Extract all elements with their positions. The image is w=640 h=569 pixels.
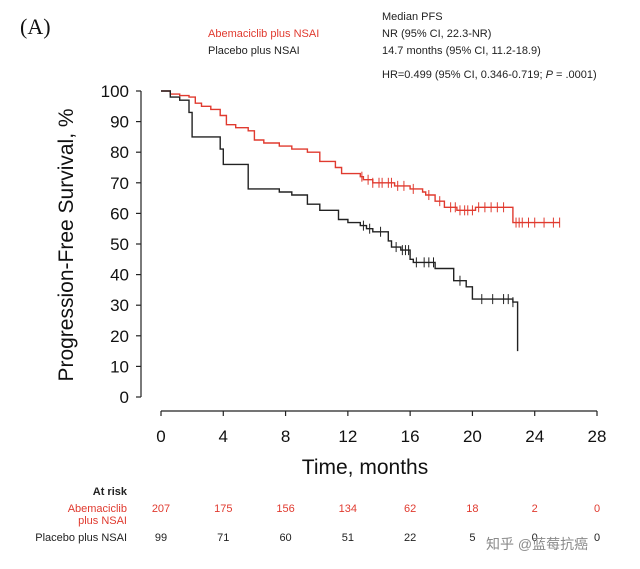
at-risk-table: At risk Abemaciclib plus NSAI Placebo pl…	[35, 486, 600, 544]
y-tick-label: 50	[110, 235, 129, 254]
y-tick-label: 40	[110, 266, 129, 285]
x-tick-label: 12	[338, 427, 357, 446]
y-tick-label: 10	[110, 357, 129, 376]
hr-prefix: HR=0.499 (95% CI, 0.346-0.719;	[382, 69, 546, 81]
legend-series-a-name: Abemaciclib plus NSAI	[208, 28, 319, 40]
y-tick-label: 90	[110, 113, 129, 132]
x-tick-label: 16	[401, 427, 420, 446]
x-tick-label: 0	[156, 427, 165, 446]
legend-series-a-pfs: NR (95% CI, 22.3-NR)	[382, 28, 491, 40]
risk-b-value: 99	[155, 532, 167, 544]
y-tick-label: 0	[120, 388, 129, 407]
risk-a-value: 62	[404, 503, 416, 515]
risk-row-b-label: Placebo plus NSAI	[35, 532, 127, 544]
hr-suffix: = .0001)	[553, 69, 597, 81]
hr-p-symbol: P	[546, 69, 554, 81]
legend-header: Median PFS	[382, 11, 443, 23]
watermark: 知乎 @蓝莓抗癌	[486, 536, 588, 552]
x-tick-label: 28	[588, 427, 607, 446]
y-tick-label: 20	[110, 327, 129, 346]
risk-row-a-label-line1: Abemaciclib	[68, 503, 127, 515]
risk-b-value: 0	[594, 532, 600, 544]
risk-a-value: 0	[594, 503, 600, 515]
series-abemaciclib-curve	[161, 90, 560, 224]
risk-b-value: 51	[342, 532, 354, 544]
y-tick-label: 30	[110, 296, 129, 315]
y-axis-title: Progression-Free Survival, %	[55, 108, 78, 381]
y-tick-label: 60	[110, 204, 129, 223]
x-tick-label: 4	[219, 427, 228, 446]
x-tick-label: 20	[463, 427, 482, 446]
legend: Median PFS Abemaciclib plus NSAI NR (95%…	[208, 11, 597, 81]
y-tick-label: 100	[101, 82, 129, 101]
legend-series-b-name: Placebo plus NSAI	[208, 45, 300, 57]
x-tick-label: 8	[281, 427, 290, 446]
risk-a-value: 18	[466, 503, 478, 515]
risk-a-value: 156	[276, 503, 294, 515]
risk-row-a-values: 207 175 156 134 62 18 2 0	[152, 503, 600, 515]
panel-label: (A)	[20, 14, 51, 39]
x-tick-label: 24	[525, 427, 544, 446]
risk-row-b-values: 99 71 60 51 22 5 0 0	[155, 532, 600, 544]
axes: 0 10 20 30 40 50 60 70 80 90 100 0 4 8 12 16 20 24 28	[101, 82, 607, 446]
risk-row-a-label-line2: plus NSAI	[78, 515, 127, 527]
risk-b-value: 60	[279, 532, 291, 544]
survival-curves	[161, 90, 561, 352]
risk-b-value: 71	[217, 532, 229, 544]
y-tick-label: 80	[110, 143, 129, 162]
legend-series-b-pfs: 14.7 months (95% CI, 11.2-18.9)	[382, 45, 541, 57]
risk-a-value: 134	[339, 503, 357, 515]
x-axis-title: Time, months	[302, 456, 428, 479]
y-tick-label: 70	[110, 174, 129, 193]
risk-a-value: 175	[214, 503, 232, 515]
hazard-ratio: HR=0.499 (95% CI, 0.346-0.719; P = .0001…	[382, 69, 597, 81]
risk-b-value: 5	[469, 532, 475, 544]
risk-a-value: 207	[152, 503, 170, 515]
risk-b-value: 0	[532, 532, 538, 544]
risk-b-value: 22	[404, 532, 416, 544]
risk-a-value: 2	[532, 503, 538, 515]
at-risk-header: At risk	[93, 486, 128, 498]
y-ticks: 0 10 20 30 40 50 60 70 80 90 100	[101, 82, 141, 407]
series-placebo-curve	[161, 90, 519, 352]
x-ticks: 0 4 8 12 16 20 24 28	[156, 411, 606, 446]
